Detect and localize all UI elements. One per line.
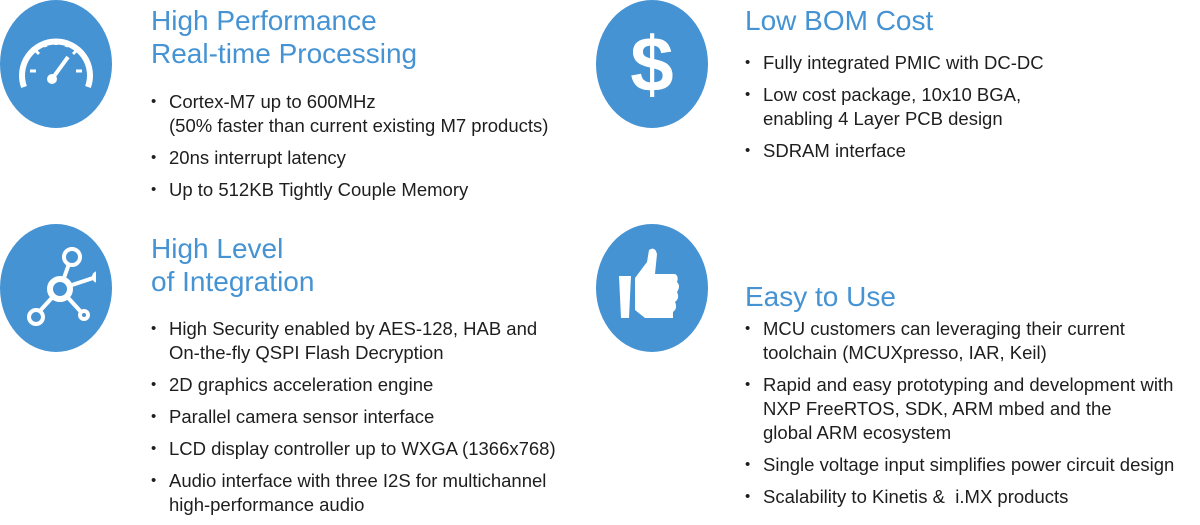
list-item: Up to 512KB Tightly Couple Memory xyxy=(151,178,548,202)
bom-bullets: Fully integrated PMIC with DC-DC Low cos… xyxy=(745,51,1044,171)
speedometer-icon xyxy=(0,0,112,128)
list-item: Scalability to Kinetis & i.MX products xyxy=(745,485,1174,509)
list-item: Single voltage input simplifies power ci… xyxy=(745,453,1174,477)
list-item: Parallel camera sensor interface xyxy=(151,405,556,429)
network-nodes-icon xyxy=(0,224,112,352)
section-title-performance: High Performance Real-time Processing xyxy=(151,5,418,69)
dollar-icon: $ xyxy=(596,0,708,128)
list-item: 2D graphics acceleration engine xyxy=(151,373,556,397)
easy-bullets: MCU customers can leveraging their curre… xyxy=(745,317,1174,517)
list-item: Rapid and easy prototyping and developme… xyxy=(745,373,1174,445)
thumbs-up-icon xyxy=(596,224,708,352)
list-item: Fully integrated PMIC with DC-DC xyxy=(745,51,1044,75)
list-item: SDRAM interface xyxy=(745,139,1044,163)
section-title-bom: Low BOM Cost xyxy=(745,5,934,36)
list-item: High Security enabled by AES-128, HAB an… xyxy=(151,317,556,365)
integration-bullets: High Security enabled by AES-128, HAB an… xyxy=(151,317,556,525)
section-title-integration: High Level of Integration xyxy=(151,233,315,297)
list-item: Cortex-M7 up to 600MHz (50% faster than … xyxy=(151,90,548,138)
list-item: 20ns interrupt latency xyxy=(151,146,548,170)
list-item: Audio interface with three I2S for multi… xyxy=(151,469,556,517)
section-title-easy: Easy to Use xyxy=(745,281,896,312)
list-item: MCU customers can leveraging their curre… xyxy=(745,317,1174,365)
performance-bullets: Cortex-M7 up to 600MHz (50% faster than … xyxy=(151,90,548,210)
list-item: Low cost package, 10x10 BGA, enabling 4 … xyxy=(745,83,1044,131)
list-item: LCD display controller up to WXGA (1366x… xyxy=(151,437,556,461)
